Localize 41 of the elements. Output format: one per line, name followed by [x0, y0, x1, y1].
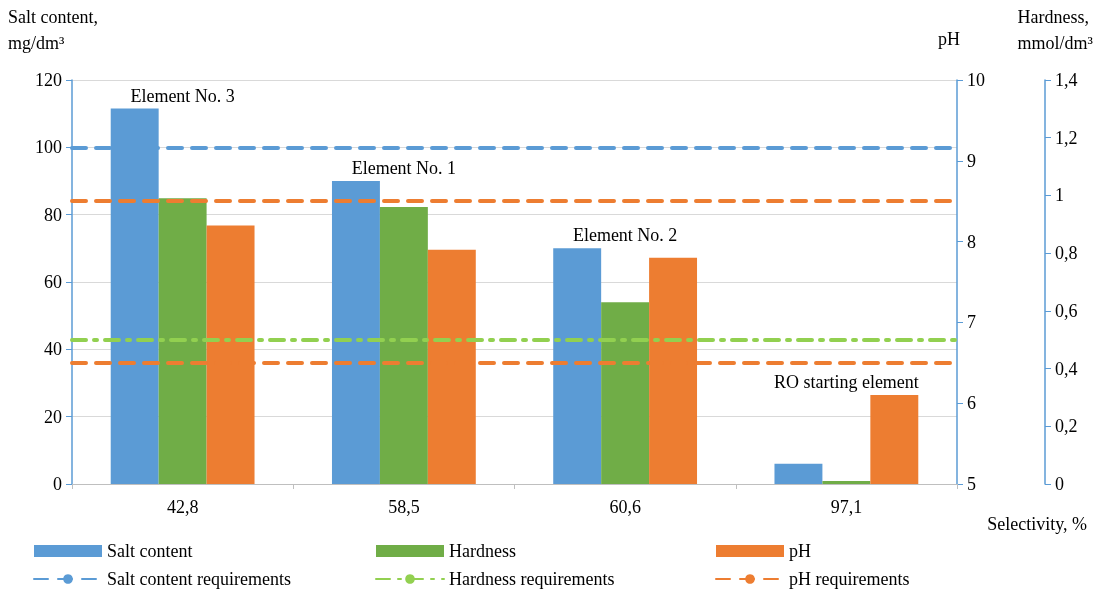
y3-tick-label: 1,4: [1055, 70, 1078, 90]
bar: [774, 463, 823, 484]
y-tick-label: 60: [44, 272, 62, 292]
y3-tick-label: 0,4: [1055, 358, 1078, 379]
y-tick-label: 40: [44, 339, 62, 360]
y2-tick-label: 10: [967, 70, 985, 90]
y-axis-title: Salt content, mg/dm³: [8, 7, 98, 53]
annotation: Element No. 1: [351, 158, 457, 178]
legend-label: Salt content requirements: [107, 569, 291, 589]
y2-axis-title: pH: [938, 29, 960, 49]
x-tick-label: 58,5: [388, 497, 420, 517]
y3-tick-label: 0,6: [1055, 300, 1078, 321]
y-tick-label: 0: [53, 474, 62, 494]
y-tick-label: 20: [44, 406, 62, 427]
y3-tick-label: 0: [1055, 474, 1064, 494]
y2-tick-label: 9: [967, 150, 976, 171]
bar: [822, 481, 871, 484]
annotation: Element No. 2: [572, 225, 678, 246]
y3-tick-label: 0,2: [1055, 416, 1078, 437]
y3-axis-title: Hardness, mmol/dm³: [1017, 7, 1094, 53]
legend-label: pH requirements: [789, 569, 910, 589]
y2-tick-label: 8: [967, 231, 976, 252]
x-axis-title: Selectivity, %: [987, 514, 1088, 534]
y-tick-label: 120: [35, 70, 62, 90]
y2-tick-label: 5: [967, 474, 976, 494]
y-tick-label: 100: [35, 137, 62, 158]
y3-tick-label: 0,8: [1055, 243, 1078, 264]
legend-label: Hardness: [449, 541, 516, 561]
legend-label: Hardness requirements: [449, 569, 615, 589]
y-tick-label: 80: [44, 204, 62, 225]
y3-tick-label: 1,2: [1055, 127, 1078, 148]
y3-tick-label: 1: [1055, 185, 1064, 206]
y2-tick-label: 7: [967, 312, 976, 333]
x-tick-label: 42,8: [166, 497, 199, 517]
legend-label: Salt content: [107, 541, 193, 561]
legend-label: pH: [789, 541, 811, 561]
annotation: Element No. 3: [130, 85, 235, 106]
y2-tick-label: 6: [967, 393, 976, 414]
annotation: RO starting element: [773, 372, 919, 393]
x-tick-label: 97,1: [830, 497, 863, 517]
x-tick-label: 60,6: [609, 497, 641, 517]
